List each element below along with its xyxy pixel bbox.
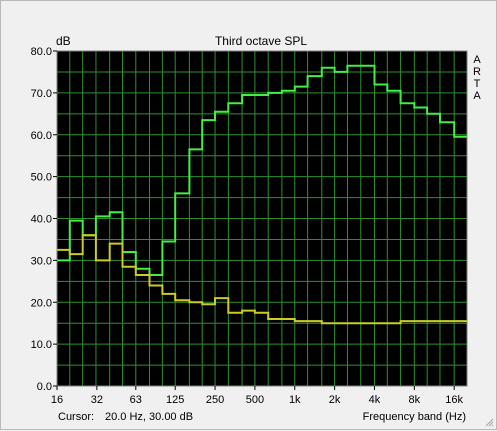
x-axis-label: Frequency band (Hz) — [362, 411, 466, 423]
x-tick-label: 63 — [130, 394, 142, 406]
x-tick-label: 250 — [206, 394, 224, 406]
resize-grip-icon[interactable] — [484, 417, 494, 427]
x-tick-label: 4k — [369, 394, 381, 406]
y-tick-label: 70.0 — [31, 88, 52, 100]
y-tick-label: 80.0 — [31, 46, 52, 58]
side-letter: R — [473, 66, 481, 78]
y-axis-ticks: 0.0 10.0 20.0 30.0 40.0 50.0 60.0 70.0 80.0 — [31, 46, 57, 393]
chart-title: Third octave SPL — [215, 34, 307, 48]
x-axis-ticks: 16 32 63 125 250 500 1k 2k 4k 8k 16k — [51, 386, 464, 406]
y-tick-label: 10.0 — [31, 339, 52, 351]
y-tick-label: 20.0 — [31, 297, 52, 309]
side-letter: A — [473, 90, 481, 102]
y-tick-label: 50.0 — [31, 172, 52, 184]
cursor-value: 20.0 Hz, 30.00 dB — [105, 411, 194, 423]
y-axis-label: dB — [56, 34, 71, 48]
y-tick-label: 30.0 — [31, 255, 52, 267]
y-tick-label: 60.0 — [31, 130, 52, 142]
x-tick-label: 500 — [246, 394, 264, 406]
side-letter: T — [474, 78, 481, 90]
cursor-label: Cursor: — [58, 411, 95, 423]
y-tick-label: 40.0 — [31, 214, 52, 226]
x-tick-label: 1k — [289, 394, 301, 406]
side-letter: A — [473, 54, 481, 66]
x-tick-label: 8k — [409, 394, 421, 406]
x-tick-label: 125 — [166, 394, 184, 406]
series-line-2 — [57, 234, 467, 325]
y-tick-label: 0.0 — [37, 381, 52, 393]
x-tick-label: 16k — [445, 394, 463, 406]
x-tick-label: 2k — [329, 394, 341, 406]
x-tick-label: 32 — [91, 394, 103, 406]
series-group — [57, 64, 467, 325]
x-tick-label: 16 — [51, 394, 63, 406]
